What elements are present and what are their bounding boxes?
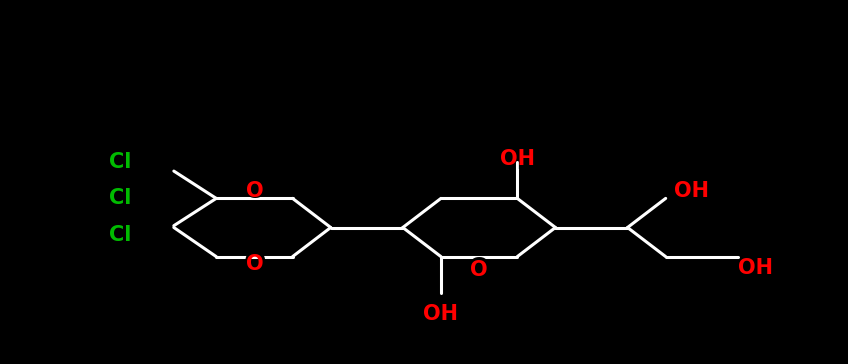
Text: O: O: [246, 254, 263, 274]
Text: OH: OH: [423, 304, 459, 324]
Text: Cl: Cl: [109, 225, 131, 245]
Text: OH: OH: [495, 149, 539, 175]
Text: OH: OH: [419, 304, 463, 330]
Text: OH: OH: [499, 149, 535, 169]
Text: O: O: [243, 178, 265, 204]
Text: OH: OH: [674, 181, 709, 201]
Text: O: O: [468, 257, 490, 283]
Text: Cl: Cl: [103, 185, 131, 211]
Text: O: O: [243, 251, 265, 277]
Text: O: O: [471, 260, 488, 280]
Text: Cl: Cl: [109, 189, 131, 208]
Text: Cl: Cl: [103, 222, 131, 248]
Text: OH: OH: [674, 178, 718, 204]
Text: OH: OH: [738, 258, 773, 277]
Text: O: O: [246, 181, 263, 201]
Text: OH: OH: [738, 254, 782, 281]
Text: Cl: Cl: [109, 152, 131, 172]
Text: Cl: Cl: [103, 149, 131, 175]
